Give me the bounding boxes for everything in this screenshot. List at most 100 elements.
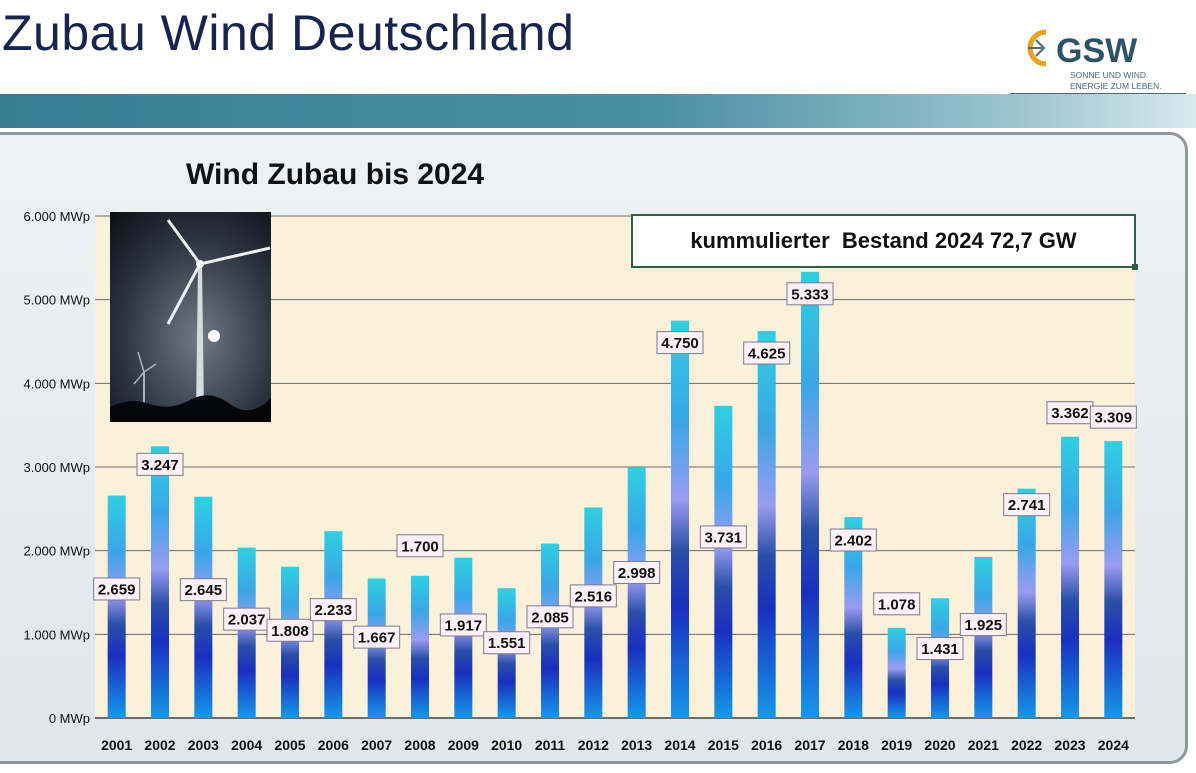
x-tick-label: 2022 [1011, 737, 1042, 753]
x-tick-label: 2019 [881, 737, 912, 753]
logo-brand: GSW [1056, 32, 1138, 70]
svg-text:1.431: 1.431 [921, 641, 959, 658]
svg-text:5.333: 5.333 [791, 286, 829, 303]
svg-text:4.750: 4.750 [661, 335, 699, 352]
data-label: 3.247 [136, 452, 184, 476]
x-tick-label: 2018 [838, 737, 869, 753]
x-tick-label: 2001 [101, 737, 132, 753]
data-label: 1.808 [266, 618, 314, 642]
data-label: 3.731 [699, 525, 747, 549]
svg-text:1.808: 1.808 [271, 623, 309, 640]
x-tick-label: 2011 [535, 737, 566, 753]
data-label: 5.333 [786, 282, 834, 306]
svg-text:3.362: 3.362 [1051, 405, 1089, 422]
x-tick-label: 2020 [924, 737, 955, 753]
bar-2021 [974, 556, 993, 718]
svg-text:2.037: 2.037 [228, 612, 266, 629]
logo-tagline-1: SONNE UND WIND. [1070, 70, 1148, 80]
slide-title: Zubau Wind Deutschland [2, 5, 575, 61]
svg-text:1.551: 1.551 [488, 635, 526, 652]
svg-text:2.516: 2.516 [575, 588, 613, 605]
y-tick-label: 5.000 MWp [24, 293, 90, 308]
bar-2002 [151, 446, 169, 718]
svg-text:1.667: 1.667 [358, 630, 396, 647]
data-label: 2.741 [1003, 493, 1051, 517]
data-label: 1.925 [959, 613, 1007, 637]
logo-tagline-2: ENERGIE ZUM LEBEN. [1070, 81, 1162, 91]
x-tick-label: 2017 [794, 737, 825, 753]
data-label: 1.667 [353, 625, 401, 649]
data-label: 2.645 [179, 578, 227, 602]
bar-2008 [411, 575, 429, 718]
bar-2006 [324, 531, 343, 718]
bar-2004 [237, 547, 256, 718]
wind-turbine-photo [110, 212, 271, 422]
data-label: 2.402 [829, 528, 877, 552]
x-tick-label: 2023 [1054, 737, 1085, 753]
x-tick-label: 2003 [188, 737, 219, 753]
x-tick-label: 2009 [448, 737, 479, 753]
x-tick-label: 2007 [361, 737, 392, 753]
svg-text:2.645: 2.645 [185, 582, 223, 599]
data-label: 3.362 [1046, 401, 1094, 425]
svg-text:1.917: 1.917 [445, 617, 483, 634]
x-tick-label: 2021 [968, 737, 999, 753]
svg-text:2.233: 2.233 [315, 602, 353, 619]
svg-text:3.247: 3.247 [141, 457, 179, 474]
data-label: 2.659 [93, 577, 141, 601]
cumulative-callout: kummulierter Bestand 2024 72,7 GW [631, 214, 1138, 270]
gsw-logo: GSW SONNE UND WIND. ENERGIE ZUM LEBEN. [1027, 29, 1162, 91]
data-label: 2.037 [223, 607, 271, 631]
y-tick-label: 1.000 MWp [24, 627, 90, 642]
bar-2014 [671, 320, 689, 718]
data-label: 1.078 [873, 592, 921, 616]
data-label: 2.998 [613, 561, 661, 585]
data-label: 2.516 [569, 584, 617, 608]
x-tick-label: 2024 [1098, 737, 1129, 753]
x-tick-label: 2005 [274, 737, 305, 753]
x-tick-label: 2014 [664, 737, 695, 753]
data-label: 4.750 [656, 331, 704, 355]
data-label: 1.431 [916, 637, 964, 661]
y-tick-label: 2.000 MWp [24, 544, 90, 559]
y-tick-label: 4.000 MWp [24, 376, 90, 391]
data-label: 3.309 [1089, 405, 1137, 429]
x-tick-label: 2012 [578, 737, 609, 753]
svg-text:2.741: 2.741 [1008, 497, 1046, 514]
chart-title: Wind Zubau bis 2024 [186, 158, 485, 191]
svg-text:1.700: 1.700 [401, 538, 439, 555]
x-tick-label: 2008 [404, 737, 435, 753]
data-label: 1.700 [396, 534, 444, 558]
bar-2016 [757, 331, 776, 718]
bar-2023 [1061, 436, 1079, 718]
bar-2024 [1104, 441, 1123, 718]
x-tick-label: 2004 [231, 737, 262, 753]
data-label: 2.233 [309, 598, 357, 622]
svg-text:1.925: 1.925 [965, 617, 1003, 634]
y-tick-label: 6.000 MWp [24, 209, 90, 224]
y-tick-label: 0 MWp [49, 711, 90, 726]
svg-text:3.731: 3.731 [705, 529, 743, 546]
x-tick-label: 2016 [751, 737, 782, 753]
x-tick-label: 2006 [318, 737, 349, 753]
bar-2012 [584, 507, 603, 718]
bar-2001 [107, 495, 126, 718]
data-label: 4.625 [743, 341, 791, 365]
x-tick-label: 2010 [491, 737, 522, 753]
bar-2017 [801, 271, 819, 718]
svg-text:2.998: 2.998 [618, 565, 656, 582]
bar-2018 [844, 517, 863, 718]
x-tick-label: 2015 [708, 737, 739, 753]
x-tick-label: 2002 [144, 737, 175, 753]
bar-2003 [194, 496, 213, 718]
bar-2019 [887, 627, 906, 718]
svg-text:4.625: 4.625 [748, 346, 786, 363]
y-tick-label: 3.000 MWp [24, 460, 90, 475]
header-banner [0, 94, 1196, 128]
bar-2013 [627, 467, 646, 718]
bar-2009 [454, 557, 473, 718]
bar-2015 [714, 405, 733, 718]
svg-text:2.085: 2.085 [531, 609, 569, 626]
bar-2005 [281, 566, 299, 718]
